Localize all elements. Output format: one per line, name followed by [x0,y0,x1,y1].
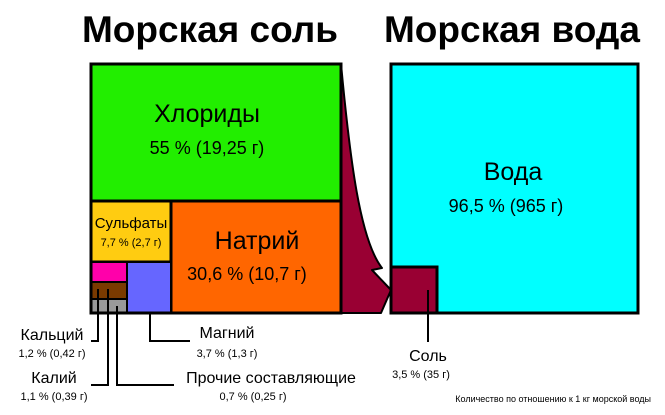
chlorides-value: 55 % (19,25 г) [150,138,265,158]
salt-label: Соль [409,348,447,365]
flow-arrow [340,63,392,314]
chlorides-block [89,62,343,203]
calcium-block [90,261,128,283]
sodium-label: Натрий [215,227,300,255]
calcium-label: Кальций [21,327,84,344]
leader-lines [91,289,429,386]
magnesium-leader [149,313,190,342]
chlorides-label: Хлориды [154,100,260,128]
water-label: Вода [484,158,543,186]
potassium-value: 1,1 % (0,39 г) [21,391,88,403]
sodium-value: 30,6 % (10,7 г) [187,264,307,284]
magnesium-block [126,261,172,314]
salt-block [389,265,439,315]
title-sea-salt: Морская соль [82,9,338,50]
sea-salt-outline [89,62,343,315]
water-value: 96,5 % (965 г) [449,196,564,216]
sulfates-label: Сульфаты [95,215,168,232]
calcium-leader [91,289,99,342]
potassium-leader [91,289,109,386]
sulfates-value: 7,7 % (2,7 г) [101,237,162,249]
calcium-value: 1,2 % (0,42 г) [19,348,86,360]
sea-salt-square [89,62,343,315]
title-sea-water: Морская вода [384,9,640,50]
sodium-block [169,199,343,315]
other-leader [116,306,174,386]
footnote: Количество по отношению к 1 кг морской в… [455,394,651,404]
potassium-label: Калий [31,370,76,387]
other-label: Прочие составляющие [186,370,356,387]
sea-water-square [389,62,640,315]
magnesium-label: Магний [200,325,255,342]
salt-value: 3,5 % (35 г) [392,369,450,381]
magnesium-value: 3,7 % (1,3 г) [197,348,258,360]
other-value: 0,7 % (0,25 г) [220,391,287,403]
